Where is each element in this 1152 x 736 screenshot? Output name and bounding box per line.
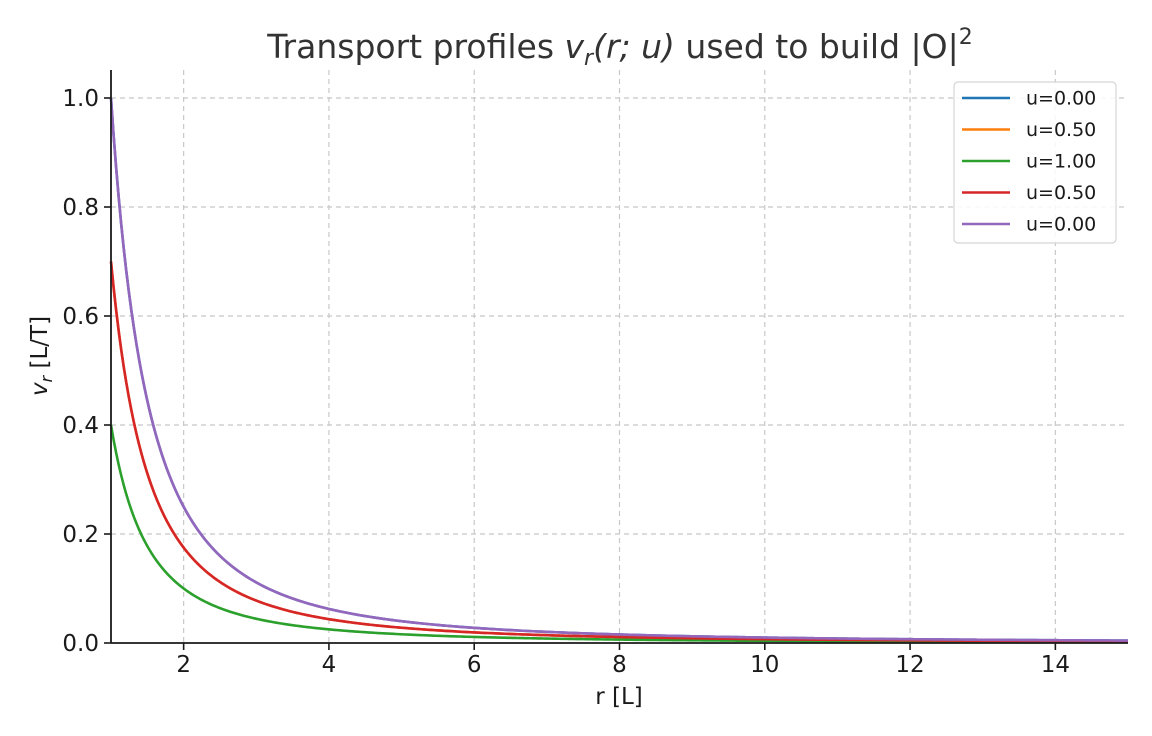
- x-tick-label: 8: [612, 652, 627, 678]
- legend-label: u=0.00: [1026, 214, 1096, 236]
- ylabel-sub: r: [37, 374, 56, 382]
- x-axis-label: r [L]: [595, 684, 643, 710]
- legend-box: [953, 81, 1117, 244]
- legend-label: u=0.50: [1026, 182, 1096, 204]
- series-lines: [109, 97, 1129, 644]
- title-prefix: Transport profiles: [266, 27, 564, 66]
- y-tick-label: 1.0: [62, 86, 99, 112]
- legend-label: u=0.50: [1026, 119, 1096, 141]
- x-tick-label: 4: [322, 652, 337, 678]
- title-args: (r; u): [593, 27, 675, 66]
- legend-label: u=1.00: [1026, 151, 1096, 173]
- y-tick-label: 0.8: [62, 195, 99, 221]
- series-line-4: [109, 97, 1129, 642]
- axis-ticks: 2 4 6 8 10 12 14 0.0 0.2 0.4 0.6 0.8 1.0: [62, 86, 1070, 678]
- legend-label: u=0.00: [1026, 88, 1096, 110]
- x-tick-label: 2: [176, 652, 191, 678]
- ylabel-v: v: [27, 382, 53, 396]
- y-tick-label: 0.6: [62, 304, 99, 330]
- title-sup: 2: [959, 25, 973, 50]
- legend: u=0.00 u=0.50 u=1.00 u=0.50 u=0.00: [953, 81, 1117, 244]
- title-r-sub: r: [584, 46, 595, 71]
- y-tick-label: 0.4: [62, 413, 99, 439]
- title-middle: used to build |O|: [675, 27, 959, 66]
- x-tick-label: 14: [1041, 652, 1070, 678]
- x-tick-label: 12: [895, 652, 924, 678]
- x-tick-label: 10: [750, 652, 779, 678]
- y-tick-label: 0.2: [62, 522, 99, 548]
- chart-title: Transport profiles vr(r; u) used to buil…: [266, 25, 973, 71]
- title-v: v: [565, 27, 585, 66]
- x-tick-label: 6: [467, 652, 482, 678]
- ylabel-rest: [L/T]: [27, 316, 53, 376]
- y-tick-label: 0.0: [62, 631, 99, 657]
- y-axis-label: vr [L/T]: [27, 316, 56, 396]
